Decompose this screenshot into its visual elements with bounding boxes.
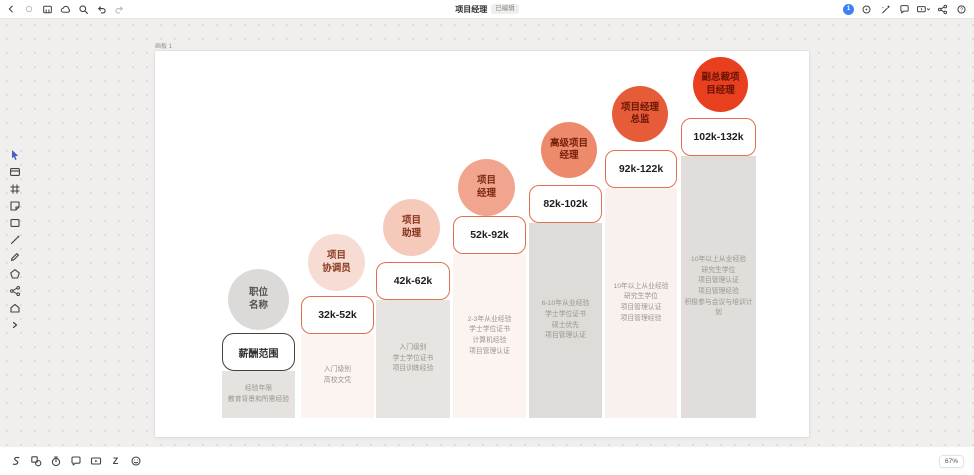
connector-tool-icon[interactable] [6,284,23,298]
step-circle[interactable]: 项目 经理 [458,159,515,216]
step-column[interactable]: 2-3年从业经验 学士学位证书 计算机经验 项目管理认证 [453,254,526,418]
diagram-frame[interactable]: 职位 名称 薪酬范围 经验年限 教育背景和所需经验 项目 协调员 32k-52k… [155,51,809,437]
polygon-tool-icon[interactable] [6,267,23,281]
legend-position-circle[interactable]: 职位 名称 [228,269,289,330]
cloud-icon[interactable] [58,2,72,16]
topbar-right-group: 1 ? [843,2,974,16]
select-tool-icon[interactable] [6,148,23,162]
shape-tool-icon[interactable] [6,216,23,230]
z-tool-label: Z [112,456,119,466]
comment-icon[interactable] [68,454,83,469]
avatar[interactable]: 1 [843,3,854,15]
step-circle[interactable]: 高级项目 经理 [541,122,597,178]
widget-tool-icon[interactable] [6,301,23,315]
zoom-level-badge[interactable]: 67% [938,454,964,468]
z-tool-icon[interactable]: Z [108,454,123,469]
step-circle[interactable]: 项目经理 总监 [612,86,668,142]
step-salary-box[interactable]: 52k-92k [453,216,526,254]
emoji-icon[interactable] [128,454,143,469]
timer-icon[interactable] [48,454,63,469]
step-salary-box[interactable]: 32k-52k [301,296,374,334]
redo-icon[interactable] [112,2,126,16]
step-circle[interactable]: 项目 协调员 [308,234,365,291]
chat-icon[interactable] [897,2,911,16]
media-icon[interactable] [88,454,103,469]
left-toolbar [6,148,23,332]
step-requirements: 2-3年从业经验 学士学位证书 计算机经验 项目管理认证 [467,315,512,355]
step-column[interactable]: 6-10年从业经验 学士学位证书 硕士优先 项目管理认证 [529,223,602,418]
share-icon[interactable] [935,2,949,16]
step-column[interactable]: 入门级别 高校文凭 [301,334,374,418]
svg-text:?: ? [959,7,962,13]
step-column[interactable]: 10年以上从业经验 研究生学位 项目管理认证 项目管理经验 积极参与会议与培训计… [681,156,756,418]
bottom-bar: Z 67% [0,447,974,475]
present-icon[interactable] [916,2,930,16]
frame-label[interactable]: 画板 1 [155,44,173,50]
line-tool-icon[interactable] [6,233,23,247]
frame-tool-icon[interactable] [6,182,23,196]
bottom-toolbar: Z [0,454,143,469]
step-circle[interactable]: 项目 助理 [383,199,440,256]
topbar-left-group [0,2,126,16]
card-tool-icon[interactable] [6,165,23,179]
note-tool-icon[interactable] [6,199,23,213]
help-icon[interactable]: ? [954,2,968,16]
board-icon[interactable] [40,2,54,16]
step-salary-box[interactable]: 82k-102k [529,185,602,223]
undo-icon[interactable] [94,2,108,16]
legend-requirements: 经验年限 教育背景和所需经验 [227,384,290,403]
laser-icon[interactable] [878,2,892,16]
step-requirements: 入门级别 高校文凭 [323,366,352,384]
step-column[interactable]: 10年以上从业经验 研究生学位 项目管理认证 项目管理经验 [605,188,677,418]
step-requirements: 10年以上从业经验 研究生学位 项目管理认证 项目管理经验 积极参与会议与培训计… [684,256,753,317]
step-salary-box[interactable]: 92k-122k [605,150,677,188]
step-salary-box[interactable]: 102k-132k [681,118,756,156]
back-icon[interactable] [4,2,18,16]
target-icon[interactable] [859,2,873,16]
pen-tool-icon[interactable] [6,250,23,264]
legend-column[interactable]: 经验年限 教育背景和所需经验 [222,371,295,418]
document-status-badge: 已编辑 [491,4,519,14]
step-circle[interactable]: 副总裁项 目经理 [693,57,748,112]
step-requirements: 10年以上从业经验 研究生学位 项目管理认证 项目管理经验 [613,282,669,322]
step-salary-box[interactable]: 42k-62k [376,262,450,300]
canvas[interactable]: 画板 1 职位 名称 薪酬范围 经验年限 教育背景和所需经验 项目 协调员 32… [0,18,974,448]
search-icon[interactable] [76,2,90,16]
step-requirements: 6-10年从业经验 学士学位证书 硕士优先 项目管理认证 [541,300,590,340]
legend-salary-box[interactable]: 薪酬范围 [222,333,295,371]
shapes-icon[interactable] [28,454,43,469]
document-title[interactable]: 项目经理 [455,4,488,14]
step-column[interactable]: 入门级别 学士学位证书 项目训练经验 [376,300,450,418]
top-bar: 项目经理 已编辑 1 ? [0,0,974,19]
curve-tool-icon[interactable] [8,454,23,469]
topbar-title-group: 项目经理 已编辑 [0,4,974,15]
step-requirements: 入门级别 学士学位证书 项目训练经验 [392,344,434,373]
more-tools-icon[interactable] [6,318,23,332]
dot-icon[interactable] [22,2,36,16]
